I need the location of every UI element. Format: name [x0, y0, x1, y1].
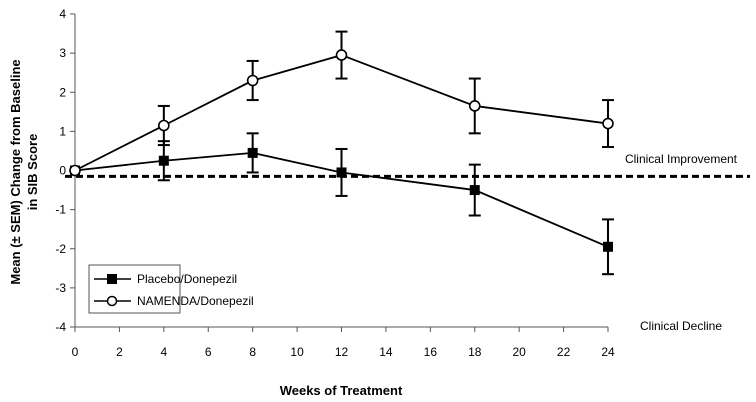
legend-marker-filled-square-icon [107, 274, 117, 284]
legend: Placebo/Donepezil NAMENDA/Donepezil [88, 264, 254, 314]
data-point-square [336, 167, 347, 178]
legend-item-namenda: NAMENDA/Donepezil [94, 294, 254, 308]
x-tick-label: 22 [557, 345, 571, 359]
x-tick-label: 24 [601, 345, 615, 359]
x-tick-label: 12 [335, 345, 349, 359]
x-tick-label: 16 [424, 345, 438, 359]
y-axis-title-line-1: Mean (± SEM) Change from Baseline [8, 59, 23, 284]
y-tick-label: 4 [59, 7, 66, 21]
y-ticks: 4 3 2 1 0 -1 -2 -3 -4 [55, 7, 75, 334]
series-line [74, 151, 609, 248]
y-tick-label: 2 [59, 85, 66, 99]
x-tick-label: 10 [290, 345, 304, 359]
x-axis-title: Weeks of Treatment [280, 383, 403, 398]
series-line [74, 54, 609, 172]
data-point-square [247, 147, 258, 158]
y-axis-title: Mean (± SEM) Change from Baseline in SIB… [8, 59, 40, 284]
annotation-clinical-improvement: Clinical Improvement [625, 152, 738, 166]
x-tick-label: 2 [116, 345, 123, 359]
data-point-circle [602, 117, 614, 130]
y-tick-label: -4 [55, 320, 66, 334]
y-tick-label: 0 [59, 164, 66, 178]
series-placebo [70, 132, 614, 276]
x-tick-label: 6 [205, 345, 212, 359]
data-point-circle [158, 119, 170, 132]
data-point-circle [69, 164, 81, 177]
data-point-circle [335, 49, 348, 61]
y-tick-label: -2 [55, 242, 66, 256]
x-tick-label: 4 [160, 345, 167, 359]
legend-marker-open-circle-icon [106, 295, 118, 307]
data-point-square [603, 241, 613, 252]
annotation-clinical-decline: Clinical Decline [640, 319, 722, 333]
x-tick-label: 20 [512, 345, 526, 359]
data-point-square [158, 155, 169, 166]
y-tick-label: 1 [59, 124, 66, 138]
legend-item-placebo: Placebo/Donepezil [94, 272, 237, 286]
legend-label-namenda: NAMENDA/Donepezil [137, 294, 254, 308]
legend-box [88, 264, 181, 314]
x-tick-label: 18 [468, 345, 482, 359]
data-point-square [469, 185, 480, 196]
series-layer [69, 30, 614, 276]
x-tick-label: 14 [379, 345, 393, 359]
x-tick-label: 8 [249, 345, 256, 359]
series-namenda [69, 30, 614, 177]
y-tick-label: -3 [55, 281, 66, 295]
data-point-circle [246, 74, 259, 87]
data-point-circle [468, 100, 481, 112]
x-ticks: 0 2 4 6 8 10 12 14 16 18 20 22 24 [72, 327, 615, 359]
y-tick-label: -1 [55, 203, 66, 217]
x-tick-label: 0 [72, 345, 79, 359]
legend-label-placebo: Placebo/Donepezil [137, 272, 237, 286]
y-tick-label: 3 [59, 46, 66, 60]
y-axis-title-line-2: in SIB Score [25, 134, 40, 211]
